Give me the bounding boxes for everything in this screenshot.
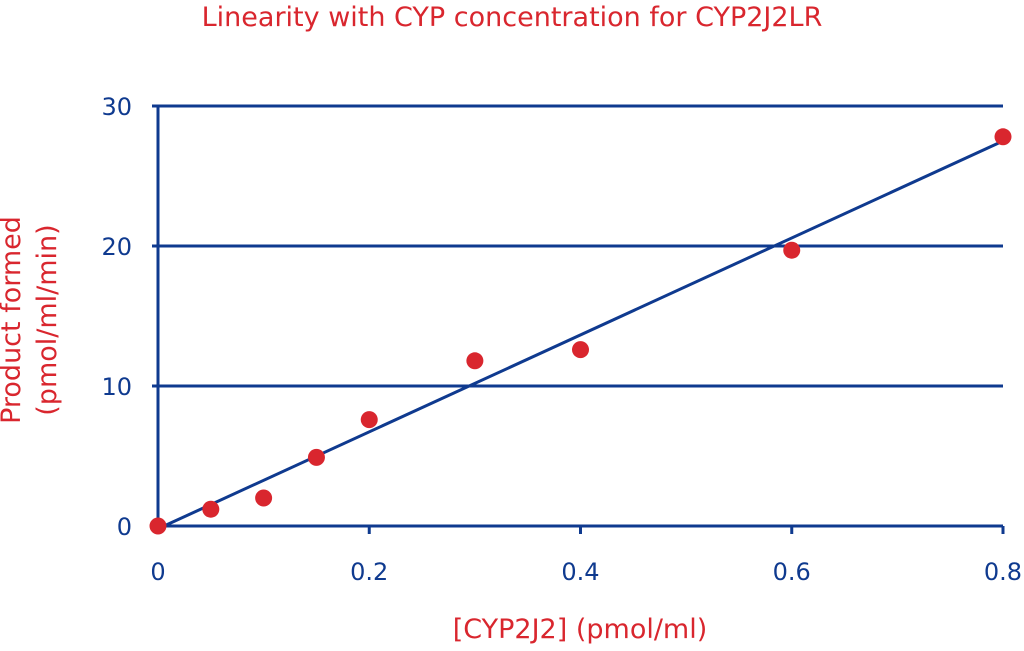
fit-line [157, 139, 1004, 531]
y-tick-label-0: 0 [117, 513, 132, 541]
data-point-0 [149, 517, 167, 535]
data-points [149, 128, 1012, 535]
y-axis-label-line-2: (pmol/ml/min) [32, 224, 63, 416]
y-axis-label-line-1: Product formed [0, 216, 27, 424]
y-tick-label-2: 20 [101, 233, 132, 261]
data-point-6 [572, 341, 589, 359]
chart-title: Linearity with CYP concentration for CYP… [201, 2, 823, 33]
axes [152, 106, 1005, 534]
trend-line [157, 139, 1004, 531]
data-point-5 [466, 352, 484, 370]
data-point-8 [994, 128, 1012, 146]
x-tick-label-3: 0.6 [773, 558, 811, 586]
data-point-3 [307, 448, 325, 466]
data-point-1 [202, 500, 220, 518]
x-tick-label-1: 0.2 [350, 558, 388, 586]
x-tick-label-4: 0.8 [984, 558, 1022, 586]
x-tick-label-2: 0.4 [561, 558, 599, 586]
data-point-7 [783, 241, 801, 259]
y-tick-label-3: 30 [101, 93, 132, 121]
x-tick-label-0: 0 [150, 558, 165, 586]
data-point-4 [360, 411, 378, 429]
y-tick-label-1: 10 [101, 373, 132, 401]
x-axis-label: [CYP2J2] (pmol/ml) [452, 614, 708, 645]
grid-lines [152, 104, 1003, 388]
tick-labels: 0 0.2 0.4 0.6 0.8 0 10 20 30 [101, 93, 1022, 586]
data-point-2 [255, 489, 273, 507]
